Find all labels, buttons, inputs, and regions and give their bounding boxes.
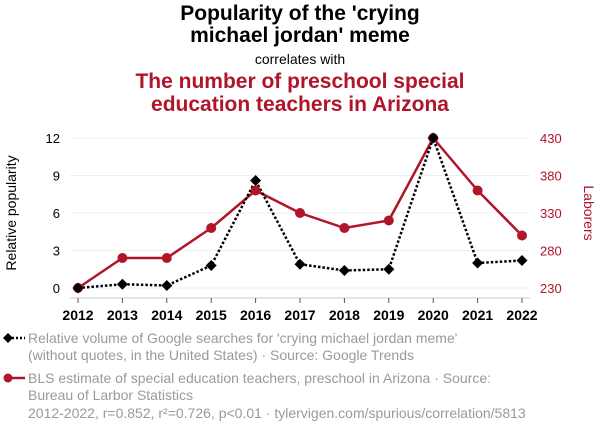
point-searches: [72, 282, 84, 294]
point-searches: [205, 260, 217, 271]
point-teachers: [295, 208, 305, 218]
legend-series2-line1: BLS estimate of special education teache…: [28, 370, 492, 386]
point-searches: [250, 175, 262, 186]
x-tick-label: 2017: [284, 307, 315, 320]
x-tick-label: 2013: [107, 307, 138, 320]
point-teachers: [161, 253, 172, 263]
point-searches: [116, 278, 128, 290]
point-searches: [516, 255, 528, 266]
chart-title: Popularity of the 'crying michael jordan…: [0, 3, 600, 47]
chart-title-line2: michael jordan' meme: [190, 24, 410, 47]
y-tick-label: 6: [53, 206, 60, 221]
y-tick-label: 3: [53, 244, 60, 259]
y-axis-right-label: Laborers: [581, 185, 597, 240]
point-teachers: [472, 185, 483, 196]
y-tick-label: 0: [53, 281, 60, 296]
legend-series1-line2: (without quotes, in the United States) ·…: [28, 347, 414, 363]
y-right-tick-label: 430: [540, 131, 562, 146]
markers: [72, 132, 528, 294]
point-teachers: [206, 223, 217, 233]
y-tick-label: 9: [53, 169, 60, 184]
x-tick-label: 2021: [462, 307, 493, 320]
point-searches: [427, 132, 439, 144]
correlates-label: correlates with: [254, 51, 346, 67]
legend-series2-line2: Bureau of Larbor Statistics: [28, 387, 193, 403]
y-right-tick-label: 380: [540, 169, 562, 184]
y-tick-label: 12: [46, 131, 60, 146]
circle-line-legend-icon: [3, 373, 25, 383]
point-searches: [294, 258, 306, 270]
point-searches: [161, 280, 173, 291]
y-right-tick-label: 330: [540, 206, 562, 221]
grid-lines: [70, 137, 530, 289]
point-teachers: [383, 215, 394, 226]
x-tick-label: 2012: [62, 307, 93, 320]
point-searches: [338, 265, 350, 276]
x-tick-label: 2019: [373, 307, 404, 320]
legend-item-series2: BLS estimate of special education teache…: [3, 370, 492, 404]
x-tick-label: 2020: [418, 307, 449, 320]
legend-item-series1: Relative volume of Google searches for '…: [3, 330, 458, 364]
x-tick-label: 2015: [196, 307, 227, 320]
footer-stats: 2012-2022, r=0.852, r²=0.726, p<0.01 · t…: [28, 405, 526, 421]
chart-subtitle: The number of preschool special educatio…: [0, 70, 600, 116]
dotted-diamond-legend-icon: [3, 333, 25, 343]
legend-series1-line1: Relative volume of Google searches for '…: [28, 330, 458, 346]
chart-subtitle-line1: The number of preschool special: [135, 70, 465, 93]
chart-subtitle-line2: education teachers in Arizona: [151, 93, 449, 116]
x-tick-label: 2018: [329, 307, 360, 320]
point-teachers: [250, 185, 261, 196]
x-tick-label: 2016: [240, 307, 271, 320]
point-teachers: [117, 253, 128, 263]
chart-title-line1: Popularity of the 'crying: [180, 2, 420, 25]
y-right-tick-label: 280: [540, 244, 562, 259]
point-searches: [472, 257, 484, 269]
series-line-searches: [77, 134, 523, 290]
y-right-tick-label: 230: [540, 281, 562, 296]
axes: 0 3 6 9 12 230 280 330 380 430 2012 2013 2014 2015 201…: [46, 131, 562, 320]
x-tick-label: 2022: [506, 307, 537, 320]
point-searches: [383, 263, 395, 275]
point-teachers: [339, 223, 350, 233]
x-tick-label: 2014: [151, 307, 182, 320]
chart-svg: 0 3 6 9 12 230 280 330 380 430 2012 2013 2014 2015 201…: [3, 131, 597, 320]
point-teachers: [517, 230, 527, 241]
y-axis-label: Relative popularity: [3, 155, 19, 270]
